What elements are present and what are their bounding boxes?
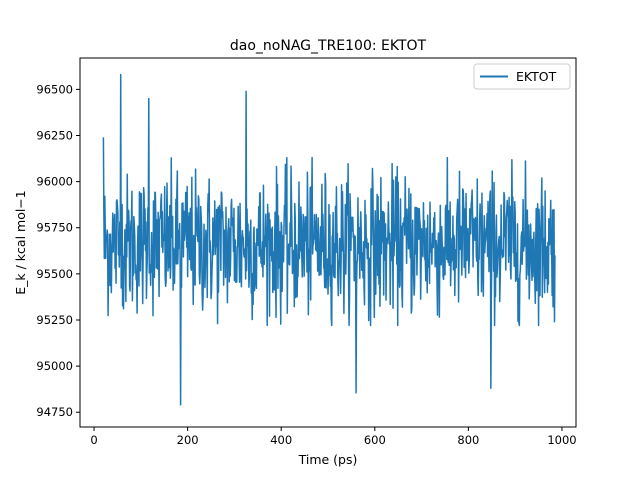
x-tick-label: 400 (270, 433, 292, 447)
chart-title: dao_noNAG_TRE100: EKTOT (230, 38, 427, 54)
legend: EKTOT (473, 63, 571, 90)
series-layer (102, 73, 556, 406)
x-tick-label: 1000 (547, 433, 576, 447)
series-line-ektot (102, 73, 556, 406)
legend-box (473, 63, 571, 90)
legend-label-ektot: EKTOT (516, 69, 557, 84)
y-tick-label: 96000 (36, 175, 73, 189)
x-tick-label: 600 (364, 433, 386, 447)
y-tick-label: 94750 (36, 405, 73, 419)
x-tick-label: 0 (90, 433, 97, 447)
y-tick-label: 95750 (36, 221, 73, 235)
y-axis-label: E_k / kcal mol−1 (13, 190, 28, 295)
y-tick-label: 96500 (36, 82, 73, 96)
y-tick-label: 96250 (36, 128, 73, 142)
plot-frame (79, 57, 577, 428)
y-tick-label: 95250 (36, 313, 73, 327)
y-tick-label: 95000 (36, 359, 73, 373)
x-tick-label: 800 (457, 433, 479, 447)
x-axis-label: Time (ps) (298, 452, 358, 467)
ticks-layer: 0 200 400 600 800 1000 94750 95000 95250 95500 957… (36, 82, 576, 447)
x-tick-label: 200 (177, 433, 199, 447)
y-tick-label: 95500 (36, 267, 73, 281)
